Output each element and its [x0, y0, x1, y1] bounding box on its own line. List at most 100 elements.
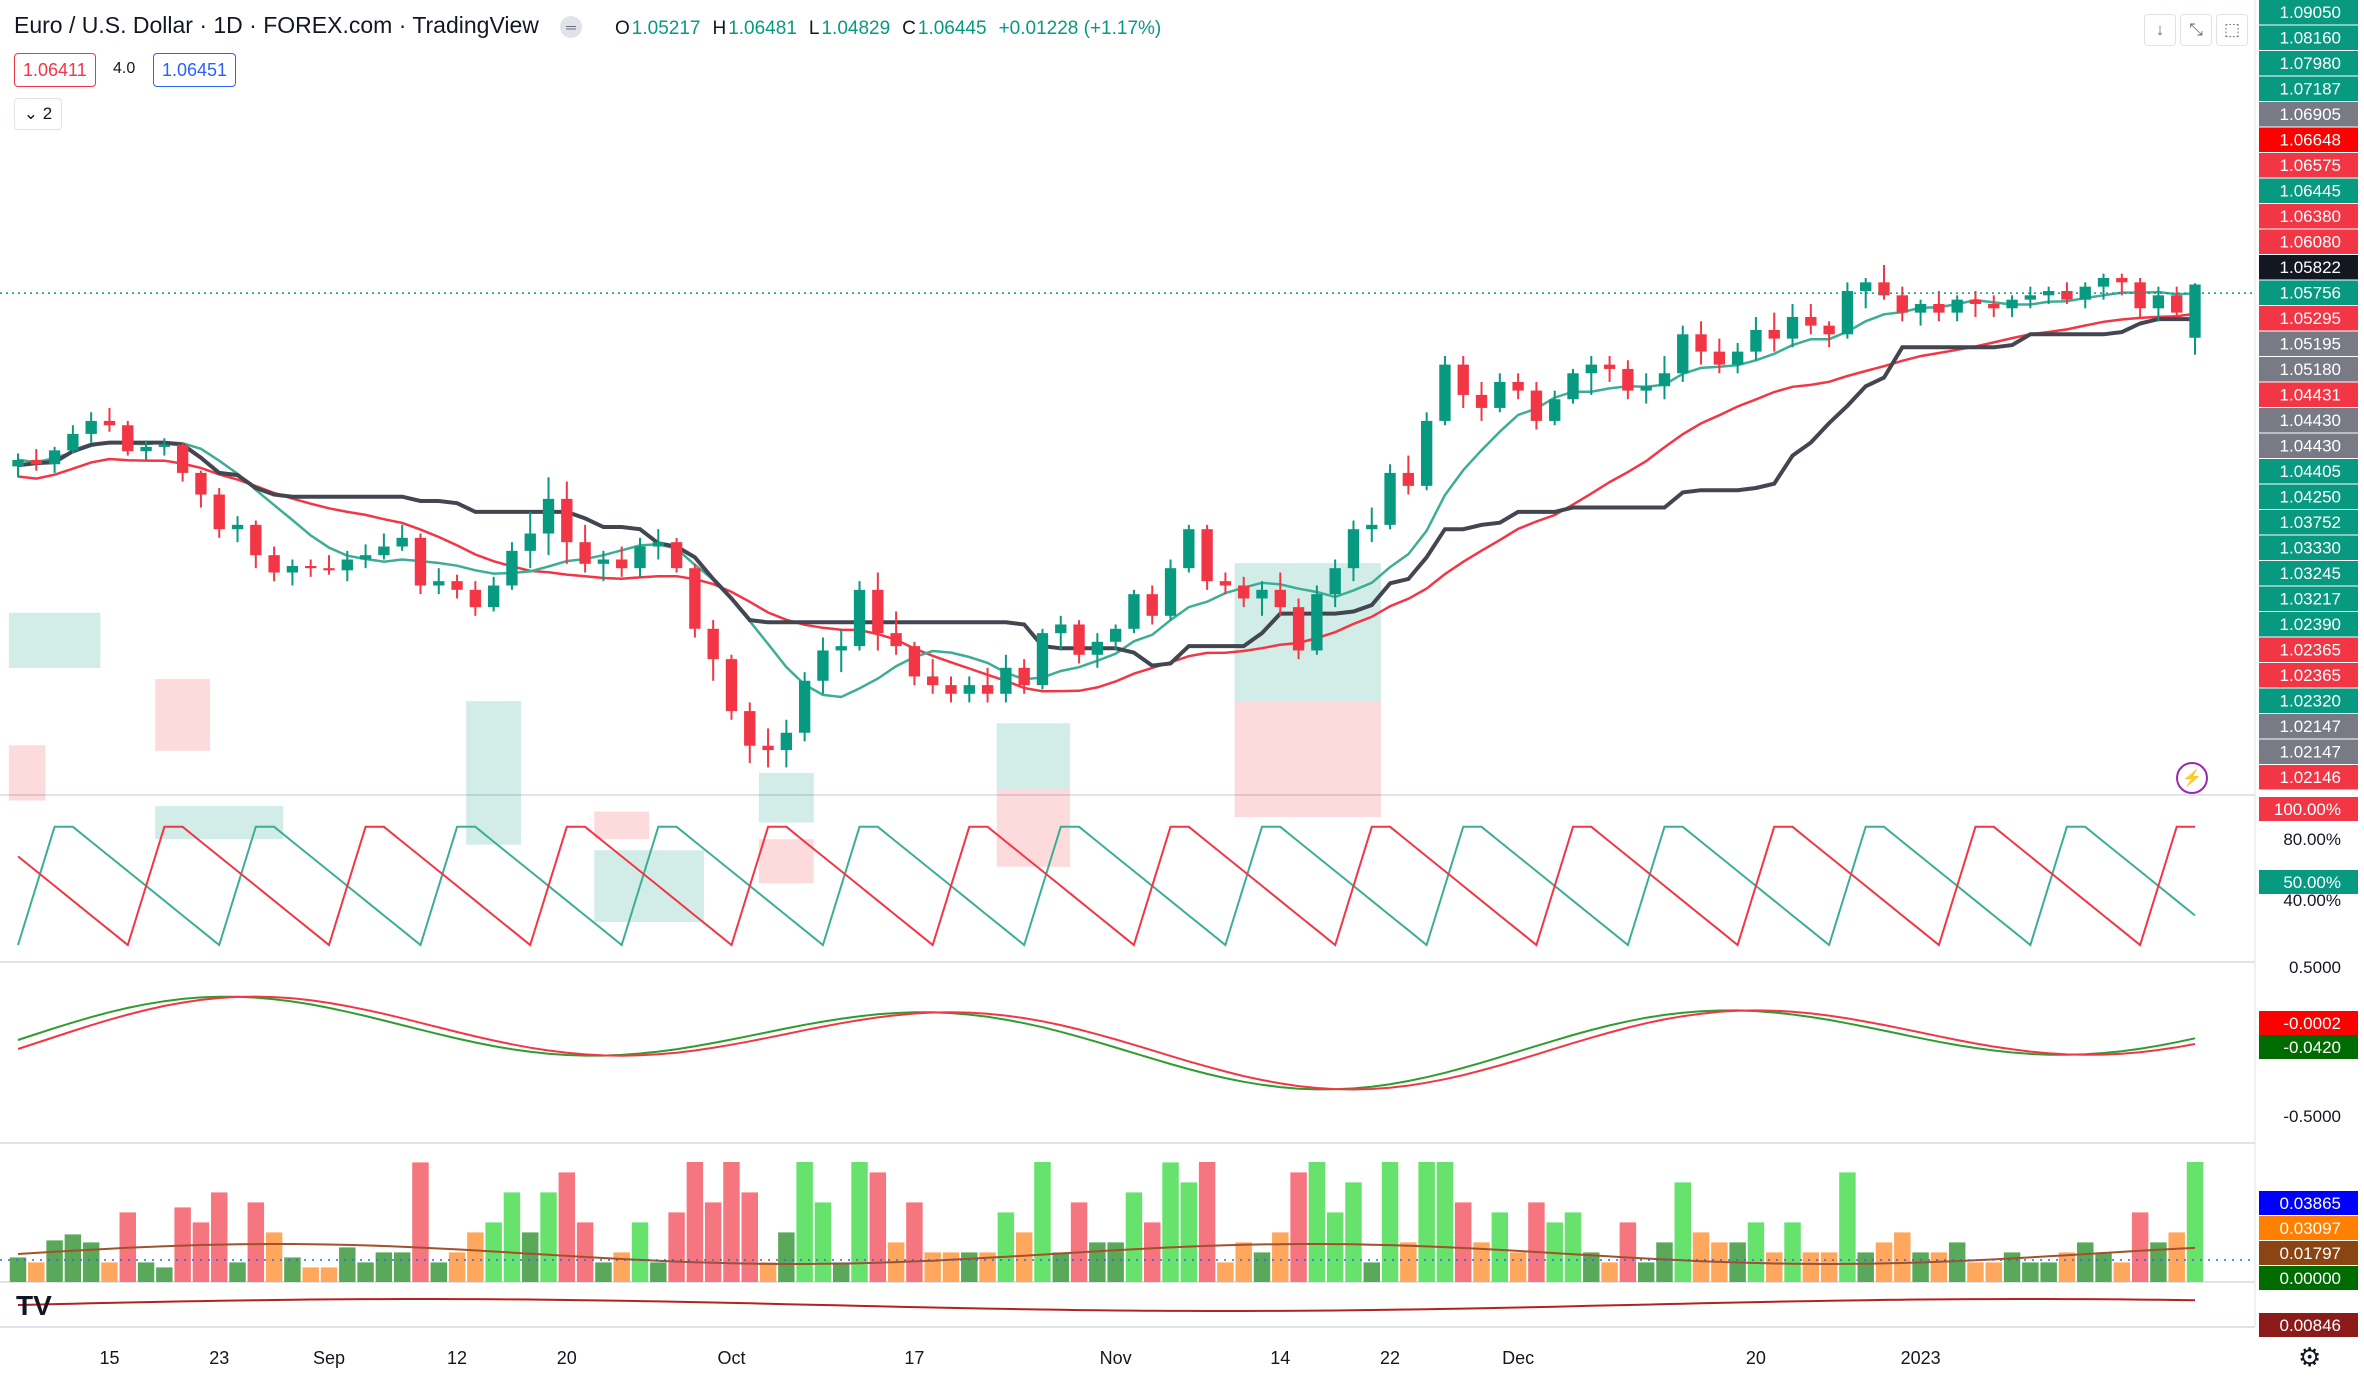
- volume-bar: [1619, 1222, 1637, 1282]
- volume-bar: [2186, 1162, 2204, 1282]
- price-axis-label: 1.05756: [2280, 284, 2341, 303]
- trade-zone-box: [594, 850, 705, 922]
- volume-bar: [1637, 1262, 1655, 1282]
- volume-bar: [1674, 1182, 1691, 1282]
- ohlc-key: H: [712, 18, 727, 39]
- candle-body: [1786, 316, 1799, 339]
- trade-zone-box: [155, 806, 284, 840]
- price-axis-label-bg: [2259, 25, 2358, 50]
- volume-label-bg: [2259, 1241, 2358, 1265]
- time-axis-label: 22: [1380, 1348, 1400, 1368]
- candle-body: [1677, 334, 1689, 374]
- candle-body: [981, 685, 994, 694]
- price-axis-label-bg: [2259, 229, 2358, 254]
- volume-bar: [1290, 1172, 1307, 1282]
- osc1-label-bg: [2259, 870, 2358, 894]
- volume-bar: [558, 1172, 576, 1282]
- candle-body: [122, 425, 134, 452]
- ohlc-key: C: [902, 18, 916, 39]
- price-axis-label: 1.02390: [2280, 615, 2341, 634]
- trade-zone-box: [996, 723, 1070, 790]
- volume-bar: [869, 1172, 887, 1282]
- volume-bar: [522, 1232, 539, 1282]
- price-axis-label: 1.06905: [2280, 105, 2341, 124]
- price-axis-label: 1.07187: [2280, 80, 2341, 99]
- candle-body: [1914, 303, 1927, 313]
- candle-body: [1841, 290, 1854, 335]
- candle-body: [1585, 364, 1597, 374]
- volume-bar: [1784, 1222, 1801, 1282]
- maximize-icon[interactable]: ⬚: [2216, 14, 2248, 46]
- candle-body: [561, 498, 573, 543]
- price-axis-label: 1.03330: [2280, 539, 2341, 558]
- price-axis-label: 1.02147: [2280, 717, 2341, 736]
- candle-body: [268, 555, 280, 573]
- candle-body: [1219, 581, 1232, 586]
- candle-body: [1109, 628, 1122, 642]
- time-axis-label: 20: [1746, 1348, 1766, 1368]
- symbol-title[interactable]: Euro / U.S. Dollar · 1D · FOREX.com · Tr…: [14, 12, 539, 38]
- moving-average-red-line: [17, 312, 2196, 693]
- oscillator2-line-red: [17, 995, 2196, 1091]
- volume-bar: [284, 1257, 301, 1282]
- time-axis-label: Dec: [1502, 1348, 1534, 1368]
- candle-body: [1073, 624, 1085, 655]
- volume-bar: [1345, 1182, 1362, 1282]
- volume-axis-label: 0.03097: [2280, 1219, 2341, 1238]
- candle-body: [67, 433, 79, 451]
- price-axis-label: 1.04430: [2280, 437, 2341, 456]
- time-axis-label: 23: [209, 1348, 229, 1368]
- volume-bar: [2150, 1242, 2167, 1282]
- volume-bar: [1985, 1262, 2002, 1282]
- candle-body: [1640, 386, 1652, 391]
- volume-bar: [1656, 1242, 1673, 1282]
- volume-axis-label: 0.01797: [2280, 1244, 2341, 1263]
- arrow-down-icon[interactable]: ↓: [2144, 14, 2176, 46]
- volume-bar: [137, 1262, 155, 1282]
- tradingview-logo-icon[interactable]: TV: [16, 1290, 52, 1321]
- volume-bar: [1583, 1252, 1600, 1282]
- volume-bar: [2040, 1262, 2057, 1282]
- price-axis-label-bg: [2259, 433, 2358, 458]
- candle-body: [414, 537, 427, 586]
- oscillator1-line-teal: [17, 825, 2196, 947]
- trade-zone-box: [758, 839, 814, 884]
- bid-price[interactable]: 1.06411: [14, 53, 96, 87]
- candle-body: [1988, 303, 2000, 309]
- trade-zone-box: [758, 772, 814, 823]
- candle-body: [1311, 594, 1323, 651]
- price-axis-label: 1.09050: [2280, 3, 2341, 22]
- volume-bar: [1180, 1182, 1198, 1282]
- ask-price[interactable]: 1.06451: [153, 53, 237, 87]
- lightning-icon[interactable]: ⚡: [2176, 762, 2208, 794]
- ohlc-key: L: [808, 18, 820, 39]
- volume-bar: [833, 1262, 850, 1282]
- candle-body: [542, 498, 555, 534]
- volume-bar: [1839, 1172, 1856, 1282]
- volume-bar: [265, 1232, 283, 1282]
- volume-bar: [448, 1252, 466, 1282]
- volume-bar: [1381, 1162, 1399, 1282]
- candle-body: [1201, 529, 1213, 582]
- volume-bar: [650, 1262, 667, 1282]
- expand-icon[interactable]: ⤡: [2180, 14, 2212, 46]
- indicator-legend-toggle[interactable]: ⌄ 2: [14, 98, 62, 130]
- volume-bar: [979, 1252, 996, 1282]
- volume-bar: [2131, 1212, 2149, 1282]
- moving-average-teal-line: [17, 290, 2196, 699]
- volume-bar: [192, 1222, 210, 1282]
- candle-body: [469, 589, 482, 608]
- price-axis-label: 1.05822: [2280, 258, 2341, 277]
- volume-label-bg: [2259, 1266, 2358, 1290]
- osc2-axis-label: -0.5000: [2283, 1107, 2341, 1126]
- volume-bar: [430, 1262, 447, 1282]
- collapse-icon[interactable]: ═: [560, 16, 582, 38]
- gear-icon[interactable]: ⚙: [2298, 1342, 2322, 1372]
- time-axis-label: 20: [557, 1348, 577, 1368]
- ohlc-value: 1.05217: [631, 18, 701, 39]
- candle-body: [597, 559, 610, 564]
- price-axis-label: 1.07980: [2280, 54, 2341, 73]
- price-axis-label-bg: [2259, 357, 2358, 382]
- volume-bar: [1857, 1252, 1874, 1282]
